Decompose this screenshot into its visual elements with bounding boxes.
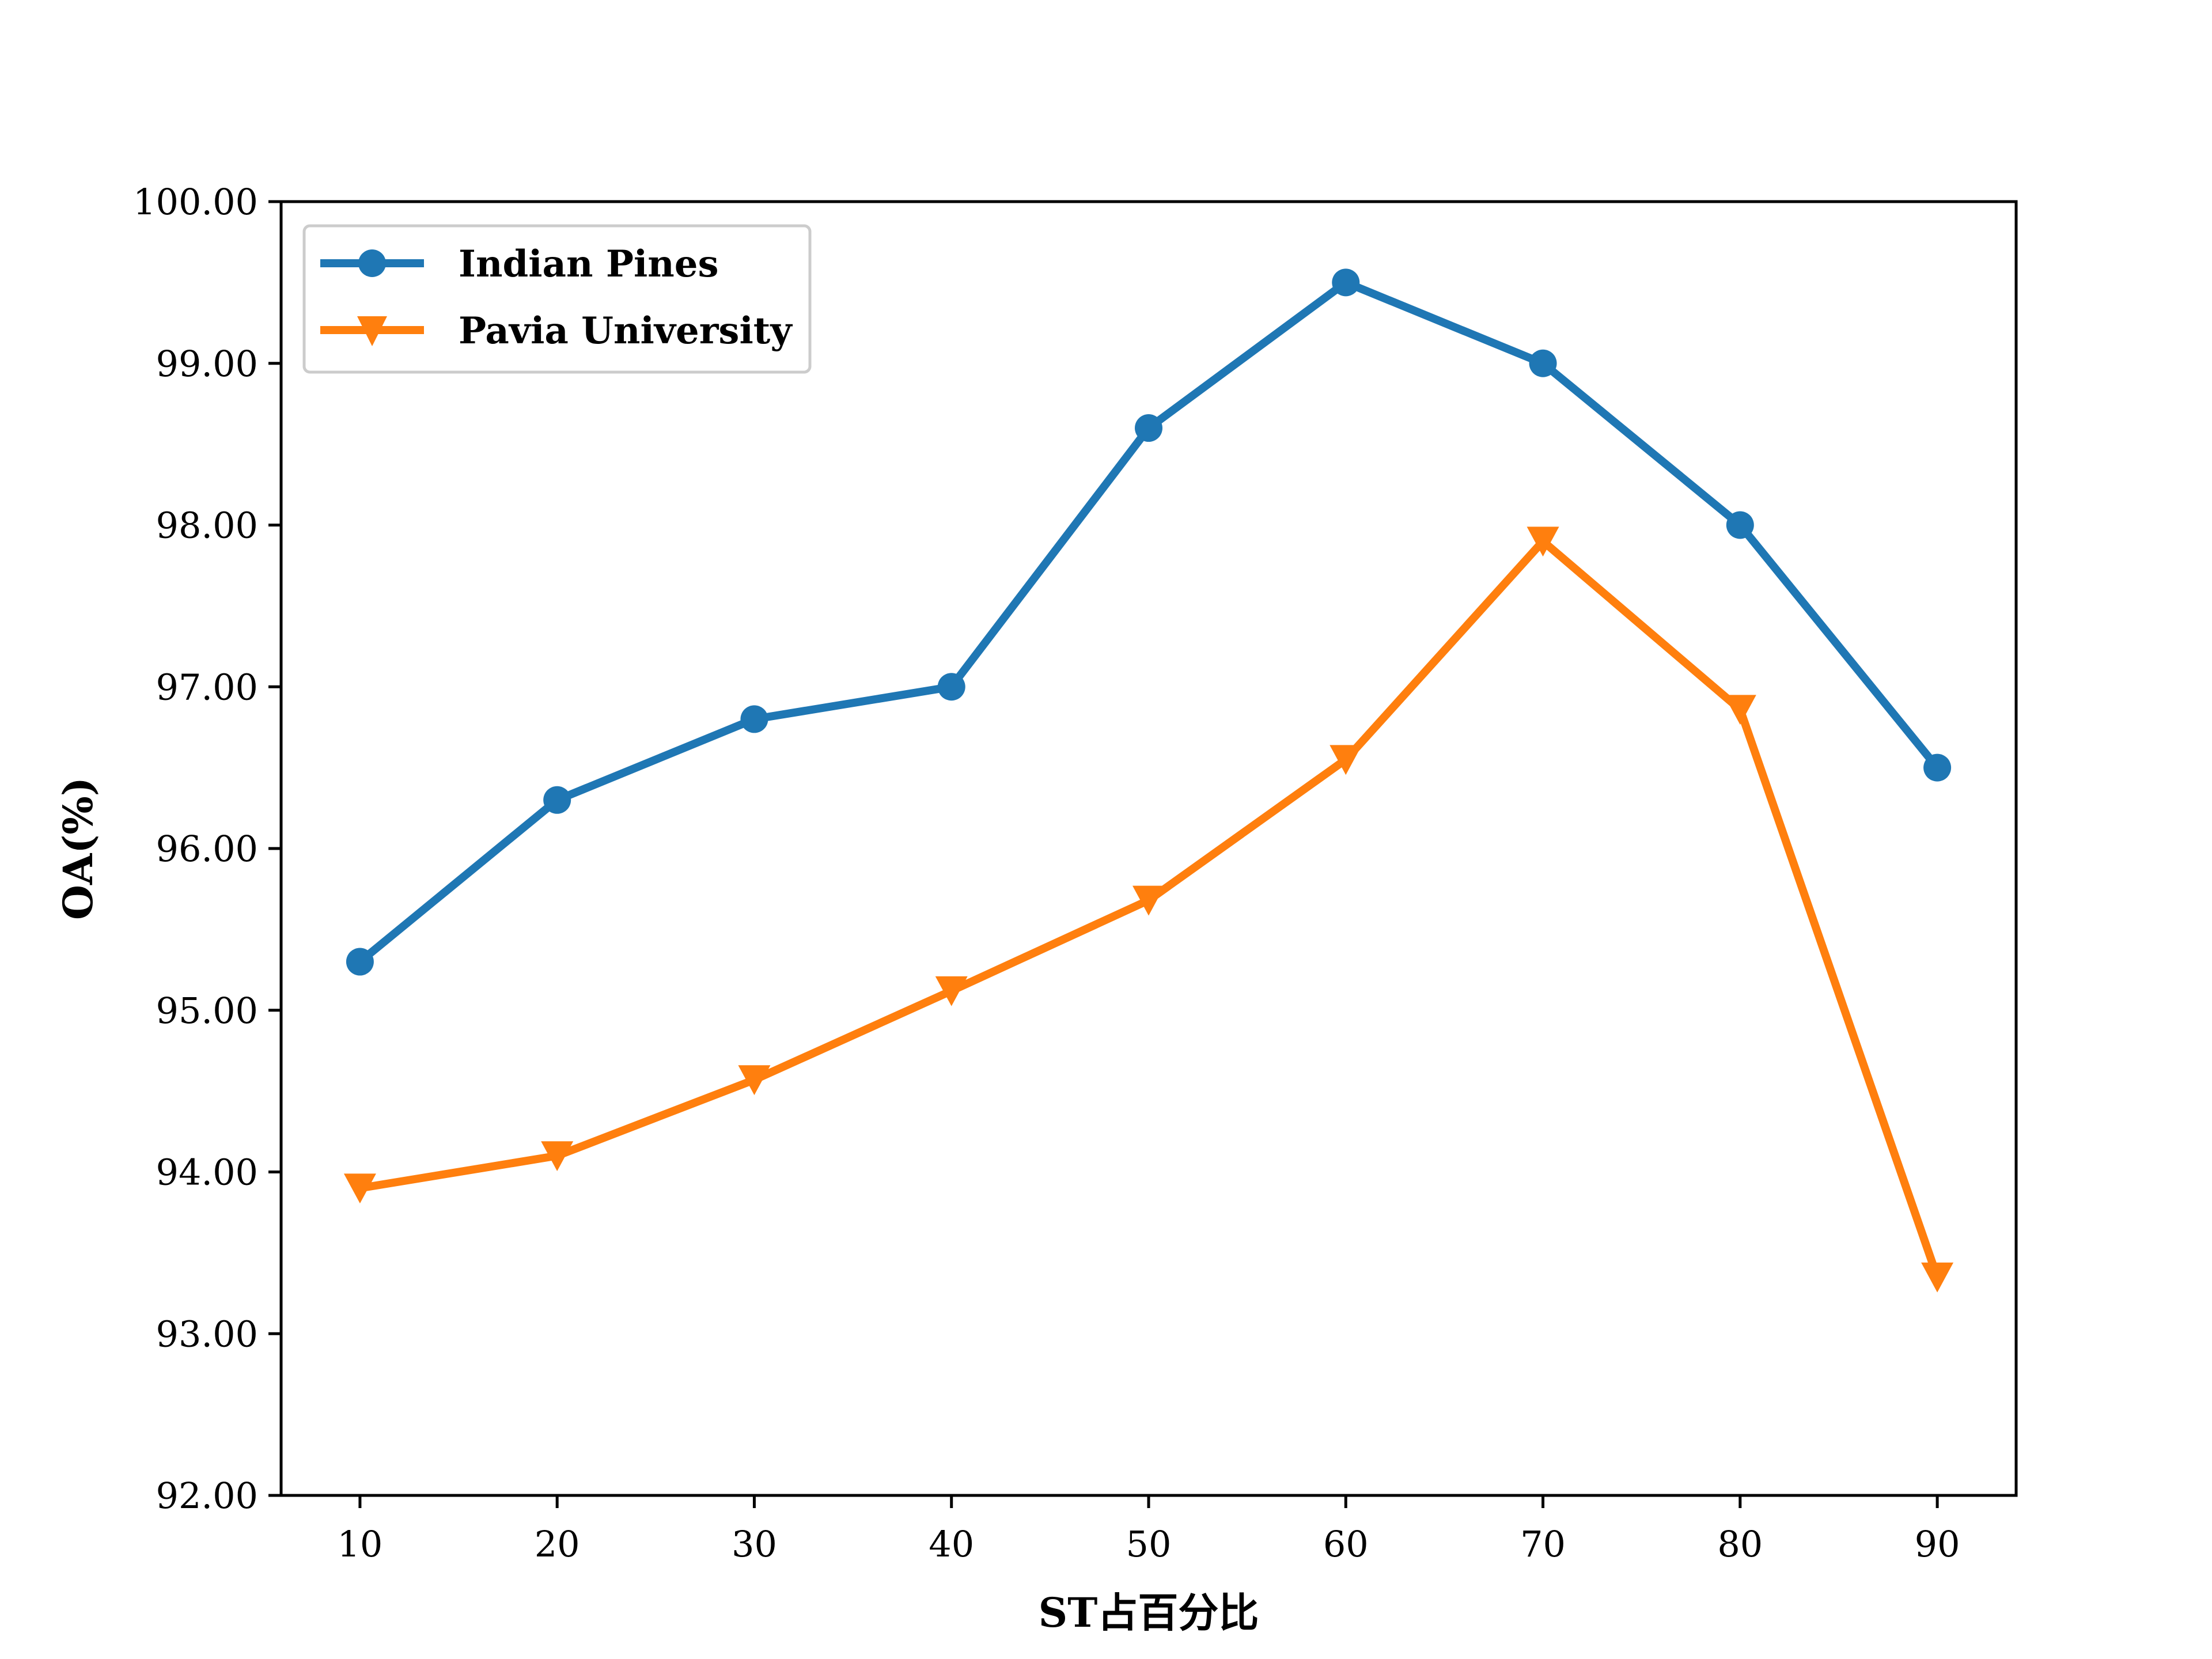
- x-axis-title: ST占百分比: [1039, 1589, 1259, 1637]
- y-axis-title: OA(%): [54, 777, 102, 920]
- legend-label-pavia-university: Pavia University: [459, 309, 793, 353]
- x-tick-label: 20: [535, 1523, 580, 1565]
- y-tick-label: 96.00: [156, 828, 259, 870]
- data-point-indian-pines: [1529, 349, 1557, 377]
- y-tick-label: 99.00: [156, 343, 259, 385]
- data-point-indian-pines: [937, 673, 965, 701]
- data-point-pavia-university: [343, 1173, 376, 1204]
- data-point-indian-pines: [346, 948, 374, 976]
- data-point-indian-pines: [543, 786, 571, 814]
- data-point-pavia-university: [1724, 695, 1756, 725]
- data-point-pavia-university: [935, 976, 968, 1006]
- x-tick-label: 70: [1520, 1523, 1566, 1565]
- legend-marker-pavia-university: [357, 316, 387, 346]
- y-tick-label: 93.00: [156, 1313, 259, 1355]
- legend-label-indian-pines: Indian Pines: [459, 243, 719, 286]
- y-tick-label: 97.00: [156, 666, 259, 708]
- data-point-indian-pines: [1923, 753, 1952, 782]
- data-point-pavia-university: [1132, 885, 1165, 916]
- y-tick-label: 95.00: [156, 990, 259, 1032]
- x-axis: 10 20 30 40 50 60 70 80 90: [337, 1495, 1960, 1565]
- series-line-indian-pines: [357, 278, 1941, 965]
- legend-frame: [302, 224, 812, 374]
- x-tick-label: 90: [1915, 1523, 1960, 1565]
- y-tick-label: 98.00: [156, 505, 259, 547]
- data-point-pavia-university: [1330, 745, 1362, 775]
- legend: Indian Pines Pavia University: [302, 224, 812, 374]
- data-point-indian-pines: [1726, 511, 1754, 539]
- series-layer: [343, 268, 1954, 1293]
- data-point-pavia-university: [541, 1141, 574, 1172]
- data-point-pavia-university: [738, 1065, 771, 1096]
- data-point-indian-pines: [1135, 414, 1162, 442]
- data-point-indian-pines: [740, 705, 768, 733]
- legend-marker-indian-pines: [358, 249, 386, 277]
- y-axis: 92.00 93.00 94.00 95.00 96.00 97.00 98.00 99.00…: [133, 181, 281, 1517]
- y-tick-label: 92.00: [156, 1475, 259, 1517]
- x-tick-label: 60: [1323, 1523, 1369, 1565]
- plot-frame: [279, 200, 2018, 1497]
- x-tick-label: 80: [1717, 1523, 1763, 1565]
- x-tick-label: 40: [929, 1523, 974, 1565]
- x-tick-label: 10: [337, 1523, 382, 1565]
- data-point-indian-pines: [1332, 268, 1360, 297]
- data-point-pavia-university: [1527, 527, 1559, 557]
- y-tick-label: 94.00: [156, 1152, 259, 1194]
- y-tick-label: 100.00: [133, 181, 258, 223]
- data-point-pavia-university: [1921, 1262, 1954, 1293]
- x-tick-label: 50: [1126, 1523, 1172, 1565]
- x-tick-label: 30: [732, 1523, 777, 1565]
